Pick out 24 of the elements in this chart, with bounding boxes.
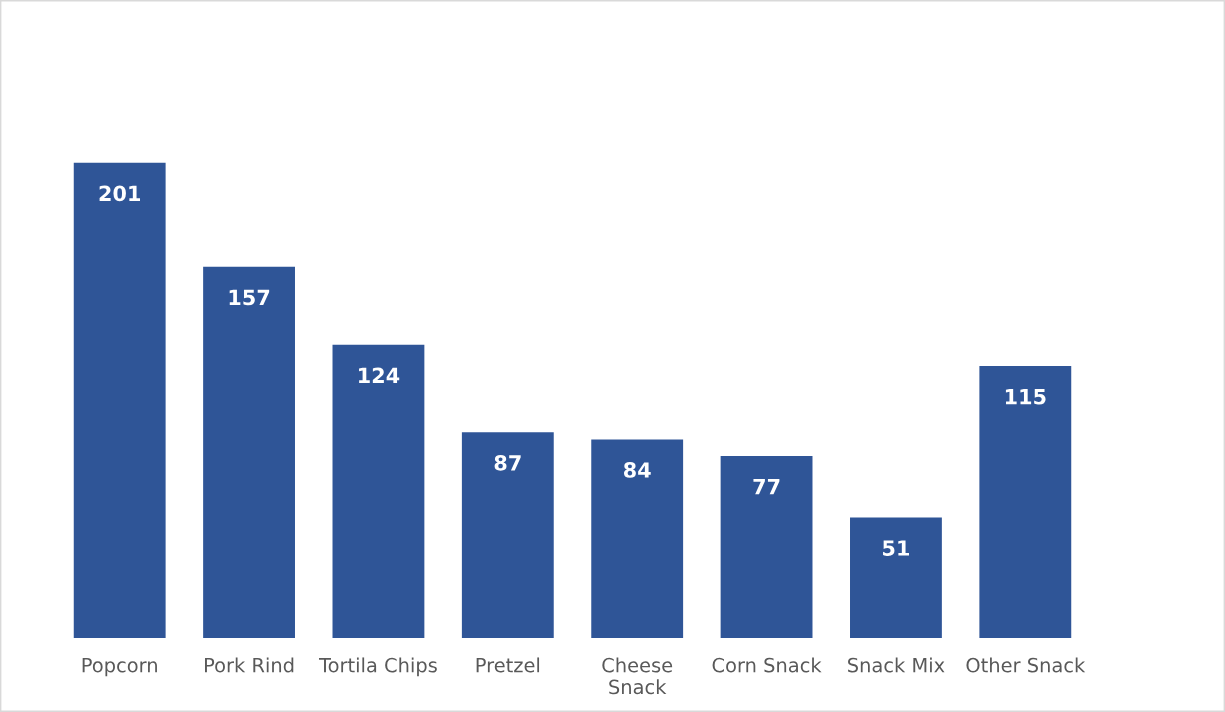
data-label: 77 — [753, 478, 780, 495]
bar — [203, 266, 295, 638]
data-label: 201 — [99, 185, 140, 202]
x-tick-label: Corn Snack — [712, 657, 822, 673]
data-label: 84 — [623, 462, 651, 478]
bar — [850, 517, 942, 638]
bar — [73, 162, 166, 638]
data-label: 124 — [359, 367, 400, 383]
bar — [332, 344, 425, 638]
x-tick-label: Tortila Chips — [319, 657, 437, 677]
bar — [720, 455, 813, 638]
data-label: 115 — [1005, 389, 1046, 405]
x-tick-label: Snack Mix — [848, 657, 945, 673]
x-tick-label: Cheese Snack — [602, 657, 673, 695]
x-tick-label: Popcorn — [82, 658, 157, 677]
bar — [979, 366, 1072, 638]
x-tick-label: Other Snack — [966, 657, 1086, 673]
bar — [461, 432, 554, 638]
bar — [591, 439, 684, 638]
x-tick-label: Pretzel — [476, 657, 540, 673]
data-label: 157 — [229, 289, 270, 306]
data-label: 51 — [883, 540, 909, 556]
x-tick-label: Pork Rind — [205, 657, 294, 673]
data-label: 87 — [494, 455, 521, 471]
